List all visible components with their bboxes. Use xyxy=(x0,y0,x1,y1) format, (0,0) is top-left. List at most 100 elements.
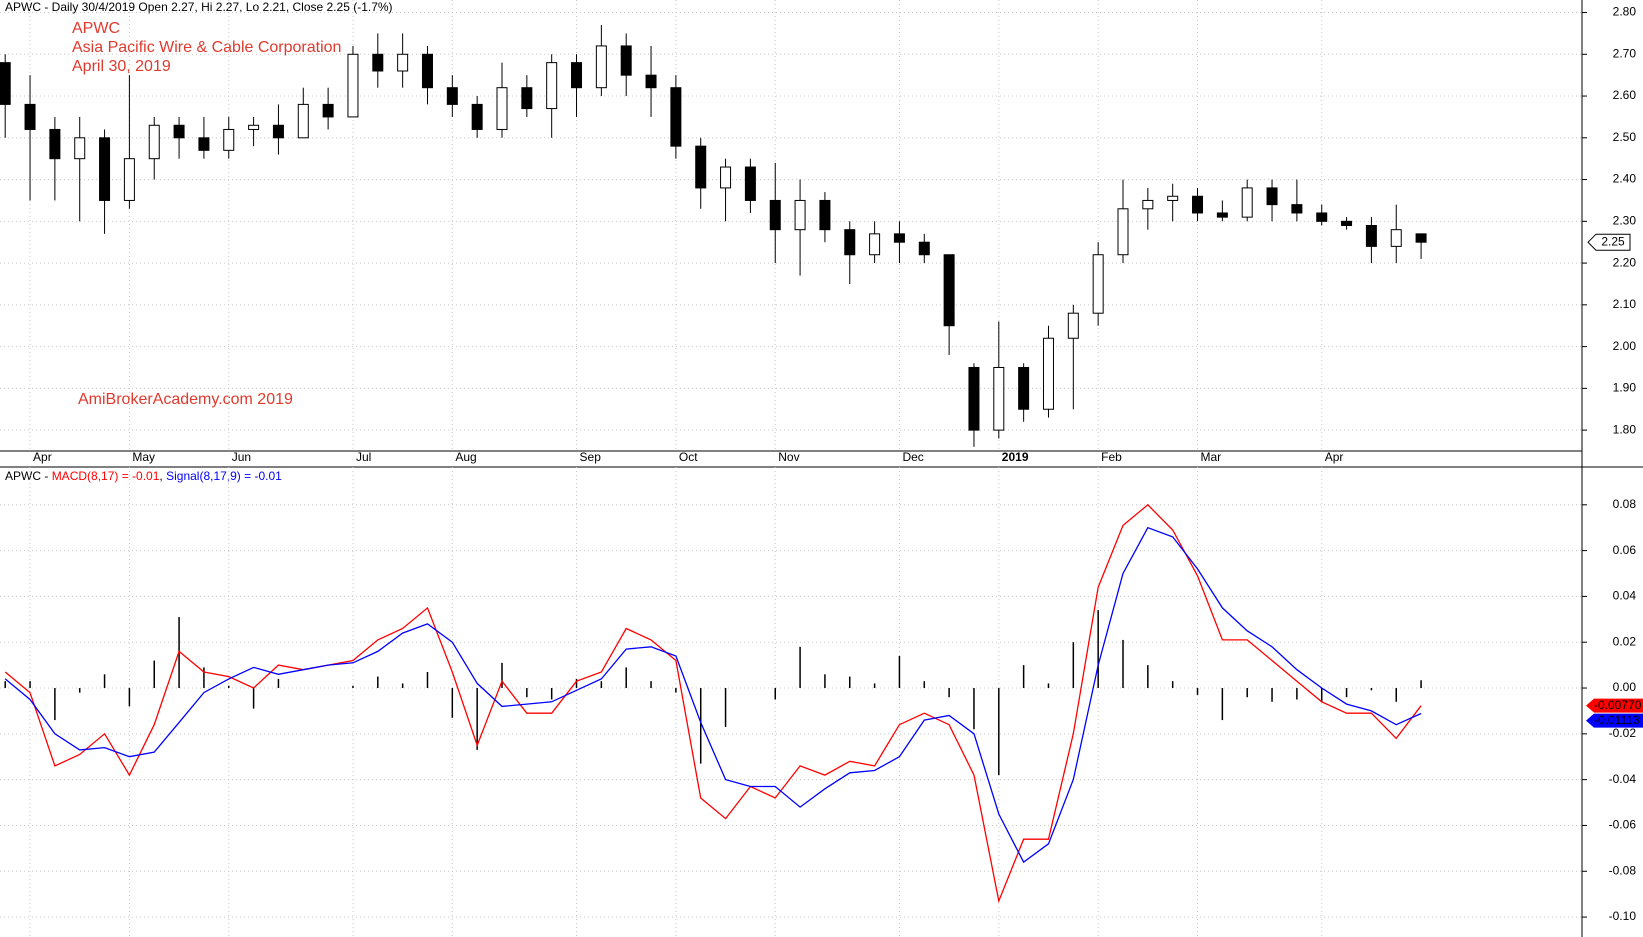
candle-body xyxy=(720,166,732,189)
x-tick-label: Aug xyxy=(455,450,476,464)
candle-body xyxy=(1266,187,1278,206)
candle-body xyxy=(844,229,856,256)
y-tick-label: 2.60 xyxy=(1613,88,1637,102)
legend-separator: , xyxy=(159,469,162,483)
value-tag xyxy=(1586,698,1643,713)
y-tick-label: -0.06 xyxy=(1609,818,1637,832)
y-tick-label: 0.04 xyxy=(1613,589,1637,603)
candle-body xyxy=(1415,233,1427,243)
candle-body xyxy=(521,87,533,110)
y-tick-label: -0.08 xyxy=(1609,863,1637,877)
candle-body xyxy=(1341,220,1353,227)
candle-body xyxy=(0,62,11,105)
candle-body xyxy=(943,254,955,327)
annotation: Asia Pacific Wire & Cable Corporation xyxy=(72,39,341,56)
y-tick-label: 2.20 xyxy=(1613,255,1637,269)
candle-body xyxy=(397,53,409,72)
candle-body xyxy=(372,53,384,72)
y-tick-label: 0.08 xyxy=(1613,497,1637,511)
watermark: AmiBrokerAcademy.com 2019 xyxy=(78,391,293,408)
x-tick-label: Oct xyxy=(679,450,698,464)
candle-body xyxy=(1216,212,1228,218)
candle-body xyxy=(893,233,905,243)
candle-body xyxy=(794,199,806,231)
y-tick-label: 2.40 xyxy=(1613,172,1637,186)
x-tick-label: Nov xyxy=(778,450,799,464)
indicator-header: APWC - MACD(8,17) = -0.01, Signal(8,17,9… xyxy=(5,469,282,483)
candle-body xyxy=(744,166,756,201)
candle-body xyxy=(1117,208,1129,256)
candle-body xyxy=(695,145,707,189)
candle-body xyxy=(24,103,36,130)
candle-body xyxy=(1167,195,1179,201)
candle-body xyxy=(446,87,458,105)
candle-body xyxy=(74,137,86,160)
y-tick-label: 2.70 xyxy=(1613,46,1637,60)
candle-body xyxy=(148,124,160,160)
y-tick-label: 2.10 xyxy=(1613,297,1637,311)
y-tick-label: 2.30 xyxy=(1613,213,1637,227)
candle-body xyxy=(223,128,235,151)
candle-body xyxy=(322,103,334,118)
candle-body xyxy=(1316,212,1328,222)
candle-body xyxy=(546,62,558,110)
candle-body xyxy=(670,87,682,147)
x-tick-label: 2019 xyxy=(1002,450,1029,464)
candle-body xyxy=(1241,187,1253,218)
y-tick-label: -0.02 xyxy=(1609,726,1637,740)
candle-body xyxy=(272,124,284,139)
candle-body xyxy=(1291,204,1303,214)
indicator-line xyxy=(4,526,1422,864)
value-tag xyxy=(1586,713,1643,728)
candle-body xyxy=(1390,229,1402,247)
y-tick-label: -0.04 xyxy=(1609,772,1637,786)
y-tick-label: 2.50 xyxy=(1613,130,1637,144)
candle-body xyxy=(918,241,930,256)
legend-entry: Signal(8,17,9) = -0.01 xyxy=(166,469,282,483)
candle-body xyxy=(968,366,980,431)
x-tick-label: May xyxy=(132,450,155,464)
x-tick-label: Apr xyxy=(1325,450,1344,464)
candle-body xyxy=(421,53,433,89)
candle-body xyxy=(769,199,781,231)
y-tick-label: 1.80 xyxy=(1613,422,1637,436)
x-tick-label: Jun xyxy=(232,450,251,464)
candle-body xyxy=(595,45,607,89)
candle-body xyxy=(1018,366,1030,410)
candle-body xyxy=(471,103,483,130)
candle-body xyxy=(620,45,632,76)
candle-body xyxy=(571,62,583,89)
legend-entry: MACD(8,17) = -0.01 xyxy=(52,469,160,483)
candle-body xyxy=(645,74,657,89)
chart-header: APWC - Daily 30/4/2019 Open 2.27, Hi 2.2… xyxy=(5,0,393,14)
candle-body xyxy=(1067,312,1079,339)
y-tick-label: 2.80 xyxy=(1613,5,1637,19)
candle-body xyxy=(1042,337,1054,410)
x-tick-label: Mar xyxy=(1201,450,1222,464)
candle-body xyxy=(1142,199,1154,210)
candle-body xyxy=(993,366,1005,431)
x-tick-label: Apr xyxy=(33,450,52,464)
x-tick-label: Dec xyxy=(902,450,923,464)
candle-body xyxy=(819,199,831,231)
candle-body xyxy=(297,103,309,139)
x-tick-label: Feb xyxy=(1101,450,1122,464)
x-tick-label: Jul xyxy=(356,450,371,464)
candle-body xyxy=(248,124,260,130)
y-tick-label: -0.10 xyxy=(1609,909,1637,923)
candle-body xyxy=(198,137,210,151)
y-tick-label: 0.00 xyxy=(1613,680,1637,694)
candle-body xyxy=(123,158,135,201)
indicator-title: APWC - xyxy=(5,469,48,483)
candle-body xyxy=(347,53,359,118)
candle-body xyxy=(1365,225,1377,247)
price-tag-label: 2.25 xyxy=(1601,234,1625,248)
y-tick-label: 1.90 xyxy=(1613,381,1637,395)
x-tick-label: Sep xyxy=(580,450,602,464)
candle-body xyxy=(1192,195,1204,214)
candle-body xyxy=(496,87,508,130)
candle-body xyxy=(173,124,185,139)
